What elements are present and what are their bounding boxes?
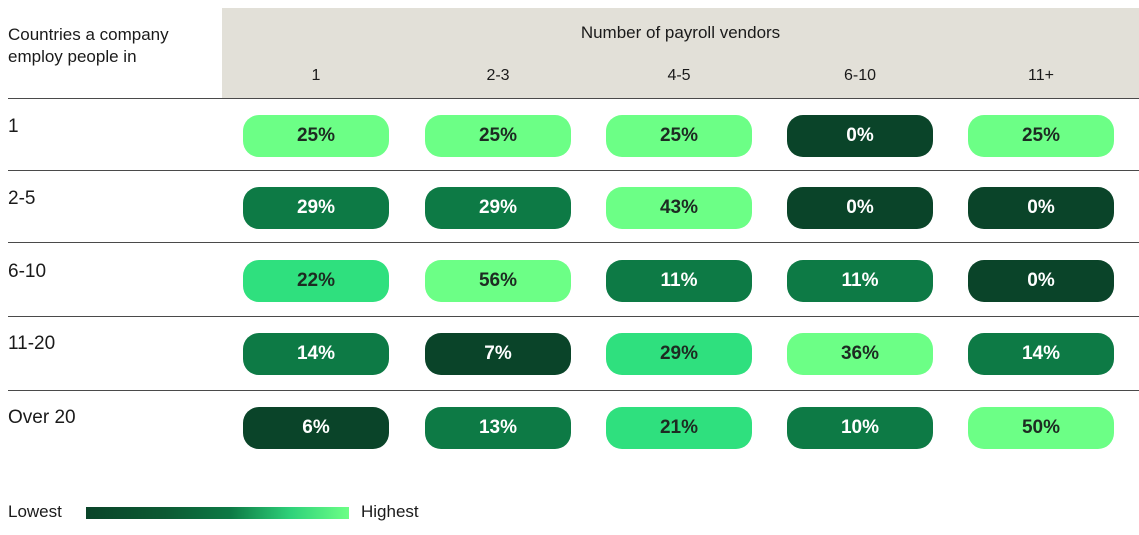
legend-low-label: Lowest bbox=[8, 502, 62, 521]
heatmap-cell: 43% bbox=[606, 187, 752, 229]
row-label: 11-20 bbox=[8, 333, 56, 354]
row-label: 1 bbox=[8, 116, 19, 137]
column-header: 1 bbox=[311, 67, 321, 84]
heatmap-cell: 29% bbox=[243, 187, 389, 229]
heatmap-cell: 6% bbox=[243, 407, 389, 449]
row-divider bbox=[8, 390, 1139, 391]
heatmap-cell: 25% bbox=[968, 115, 1114, 157]
heatmap-cell: 36% bbox=[787, 333, 933, 375]
column-header: 6-10 bbox=[843, 67, 877, 84]
heatmap-cell: 0% bbox=[787, 115, 933, 157]
column-header-band bbox=[222, 8, 1139, 98]
column-header: 4-5 bbox=[667, 67, 691, 84]
heatmap-cell: 25% bbox=[606, 115, 752, 157]
heatmap-cell: 11% bbox=[787, 260, 933, 302]
row-label: 2-5 bbox=[8, 188, 36, 209]
column-header: 2-3 bbox=[486, 67, 510, 84]
heatmap-cell: 14% bbox=[243, 333, 389, 375]
legend-gradient-bar bbox=[86, 507, 349, 519]
row-divider bbox=[8, 242, 1139, 243]
heatmap-cell: 10% bbox=[787, 407, 933, 449]
heatmap-cell: 0% bbox=[787, 187, 933, 229]
heatmap-cell: 50% bbox=[968, 407, 1114, 449]
heatmap-cell: 7% bbox=[425, 333, 571, 375]
row-label: Over 20 bbox=[8, 407, 76, 428]
heatmap-cell: 56% bbox=[425, 260, 571, 302]
heatmap-cell: 21% bbox=[606, 407, 752, 449]
heatmap-cell: 0% bbox=[968, 260, 1114, 302]
row-divider bbox=[8, 98, 1139, 99]
row-divider bbox=[8, 316, 1139, 317]
heatmap-cell: 22% bbox=[243, 260, 389, 302]
row-label: 6-10 bbox=[8, 261, 47, 282]
heatmap-cell: 0% bbox=[968, 187, 1114, 229]
heatmap-cell: 29% bbox=[425, 187, 571, 229]
row-divider bbox=[8, 170, 1139, 171]
heatmap-cell: 25% bbox=[243, 115, 389, 157]
column-group-title: Number of payroll vendors bbox=[580, 23, 781, 42]
heatmap-cell: 13% bbox=[425, 407, 571, 449]
heatmap-cell: 11% bbox=[606, 260, 752, 302]
heatmap-cell: 29% bbox=[606, 333, 752, 375]
column-header: 11+ bbox=[1028, 67, 1054, 84]
heatmap-cell: 14% bbox=[968, 333, 1114, 375]
heatmap-cell: 25% bbox=[425, 115, 571, 157]
row-header-title: Countries a company employ people in bbox=[8, 25, 169, 66]
legend-high-label: Highest bbox=[361, 502, 419, 521]
